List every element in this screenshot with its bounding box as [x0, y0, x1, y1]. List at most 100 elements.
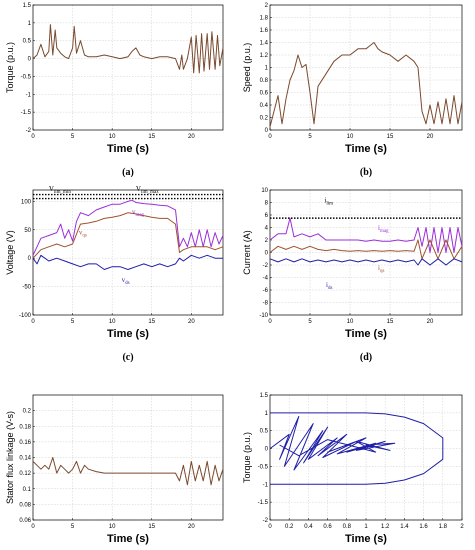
symbol: v: [79, 228, 83, 236]
series-label-iqs: iqs: [378, 264, 384, 274]
y-tick-label: 0: [28, 57, 32, 63]
x-tick-label: 1: [364, 524, 368, 530]
chart-c: 0 5 10 15 20 -100 -50 0 50 100 Time (s) Voltage (V)…: [5, 185, 224, 363]
y-tick-label: 0.5: [23, 39, 32, 45]
x-tick-label: 0: [31, 319, 35, 325]
y-tick-label: 0.16: [19, 440, 31, 446]
subscript: lim_max: [141, 190, 159, 195]
x-axis-label: Time (s): [107, 328, 149, 340]
y-tick-label: 0.14: [19, 456, 31, 462]
y-tick-label: 0.12: [19, 471, 31, 477]
y-tick-label: 0.18: [19, 424, 31, 430]
series-line: [270, 412, 444, 485]
x-tick-label: 1.4: [400, 524, 409, 530]
plot-frame: [32, 4, 224, 131]
x-tick-label: 1.6: [419, 524, 428, 530]
x-tick-label: 15: [148, 524, 155, 530]
series-line: [269, 239, 463, 260]
series-line: [32, 199, 224, 256]
panel-label: (a): [122, 167, 134, 178]
y-tick-label: 0: [265, 447, 269, 453]
x-axis-label: Time (s): [345, 328, 387, 340]
y-tick-label: 0.5: [260, 429, 269, 435]
x-tick-label: 15: [148, 134, 155, 140]
y-tick-label: -0.5: [21, 74, 32, 80]
series-line: [32, 457, 224, 486]
y-tick-label: -50: [22, 285, 31, 291]
x-tick-label: 0: [268, 524, 272, 530]
chart-e: 0 5 10 15 20 0.06 0.08 0.1 0.12 0.14 0.16 0.18 0.2 Ti…: [5, 394, 224, 545]
x-tick-label: 0.6: [323, 524, 332, 530]
y-tick-label: 0.2: [23, 409, 32, 415]
y-tick-label: 0: [265, 128, 269, 134]
y-tick-label: 2: [265, 3, 269, 9]
y-tick-label: 10: [261, 188, 268, 194]
y-axis-label: Torque (p.u.): [5, 42, 15, 93]
y-tick-label: -1: [26, 92, 32, 98]
y-tick-label: 6: [265, 213, 269, 219]
x-tick-label: 0.2: [285, 524, 294, 530]
x-axis-label: Time (s): [345, 143, 387, 155]
chart-a: 0 5 10 15 20 -2 -1.5 -1 -0.5 0 0.5 1 1.5 Time (s) Torq…: [5, 3, 224, 178]
symbol: i: [378, 224, 380, 232]
x-tick-label: 20: [188, 319, 195, 325]
symbol: i: [326, 281, 328, 289]
x-tick-label: 15: [387, 319, 394, 325]
chart-b: 0 5 10 15 20 0 0.2 0.4 0.6 0.8 1 1.2 1.4 1.6 1.8 2 Time …: [242, 3, 463, 178]
x-tick-label: 2: [460, 524, 464, 530]
y-tick-label: 0.6: [260, 91, 269, 97]
symbol: i: [324, 197, 326, 205]
symbol: v: [122, 276, 126, 284]
y-tick-label: -1: [263, 482, 269, 488]
limit-label-min: Vlim_min: [49, 185, 72, 195]
subscript: ds: [125, 281, 129, 286]
x-axis-label: Time (s): [345, 533, 387, 545]
panel-label: (d): [360, 352, 372, 363]
series-line: [269, 42, 463, 128]
subscript: lim_min: [54, 190, 71, 195]
symbol: V: [136, 185, 141, 193]
y-tick-label: 2: [265, 238, 269, 244]
x-tick-label: 0: [31, 134, 35, 140]
y-tick-label: 0: [265, 251, 269, 257]
x-tick-label: 0: [268, 134, 272, 140]
subscript: lim: [326, 202, 333, 207]
symbol: v: [132, 208, 136, 216]
x-tick-label: 10: [109, 134, 116, 140]
y-tick-label: 0.8: [260, 78, 269, 84]
subscript: mag: [380, 229, 389, 234]
y-tick-label: 1.5: [260, 393, 269, 399]
y-tick-label: 8: [265, 201, 269, 207]
x-axis-label: Time (s): [107, 533, 149, 545]
x-tick-label: 0: [31, 524, 35, 530]
x-tick-label: 15: [148, 319, 155, 325]
chart-d: 0 5 10 15 20 -10 -8 -6 -4 -2 0 2 4 6 8 10 Time (s) Curren…: [242, 188, 463, 363]
y-tick-label: -2: [263, 263, 269, 269]
series-line: [269, 415, 396, 471]
y-tick-label: 1: [265, 66, 269, 72]
x-tick-label: 0.4: [304, 524, 313, 530]
y-tick-label: 1.4: [260, 41, 269, 47]
y-axis-label: Speed (p.u.): [242, 43, 252, 93]
series-line: [269, 258, 463, 266]
y-axis-label: Current (A): [242, 230, 252, 275]
series-label-vmag: vmag: [132, 208, 145, 218]
x-tick-label: 10: [109, 319, 116, 325]
y-tick-label: 1.2: [260, 53, 269, 59]
subscript: mag: [135, 213, 144, 218]
series-line: [269, 217, 463, 253]
x-tick-label: 5: [71, 319, 75, 325]
x-tick-label: 20: [427, 319, 434, 325]
x-tick-label: 20: [188, 524, 195, 530]
y-tick-label: -1.5: [21, 110, 32, 116]
y-tick-label: 1: [28, 21, 32, 27]
series-line: [32, 212, 224, 259]
x-tick-label: 10: [347, 134, 354, 140]
y-tick-label: -0.5: [258, 464, 269, 470]
x-tick-label: 5: [71, 524, 75, 530]
x-tick-label: 15: [387, 134, 394, 140]
x-tick-label: 5: [308, 319, 312, 325]
y-axis-label: Stator flux linkage (V-s): [5, 411, 15, 504]
y-tick-label: -2: [26, 128, 32, 134]
